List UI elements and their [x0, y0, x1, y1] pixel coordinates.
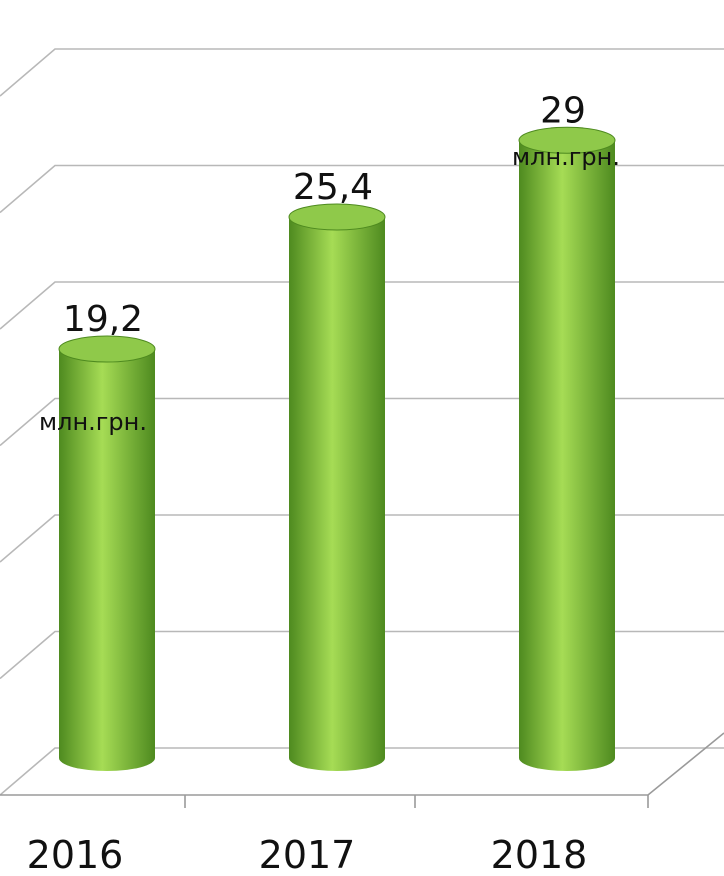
value-label-2017: 25,4: [293, 167, 373, 208]
gridline: [0, 397, 724, 447]
bar-2017: [288, 203, 386, 772]
x-axis: [0, 732, 724, 808]
bar-2018: [518, 126, 616, 772]
x-tick-label-2016: 2016: [27, 833, 124, 876]
unit-label-2018: млн.грн.: [512, 143, 620, 171]
bar-body: [59, 349, 155, 771]
bar-top: [518, 126, 616, 154]
gridline: [0, 630, 724, 680]
gridline: [0, 281, 724, 330]
bar-body: [519, 140, 615, 772]
bar-top: [58, 335, 156, 363]
value-label-2018: 29: [540, 90, 586, 131]
gridline: [0, 747, 724, 796]
value-label-2016: 19,2: [63, 299, 143, 340]
data-labels: 19,2 млн.грн. 2016 25,4 2017 29 млн.грн. 2018: [27, 90, 620, 876]
bar-top: [288, 203, 386, 231]
x-tick-label-2017: 2017: [259, 833, 356, 876]
bar-body: [289, 216, 385, 772]
gridline: [0, 514, 724, 563]
gridlines: [0, 48, 724, 796]
bar-2016: [58, 335, 156, 771]
bars: [58, 126, 616, 772]
x-tick-label-2018: 2018: [491, 833, 588, 876]
unit-label-2016: млн.грн.: [39, 408, 147, 436]
gridline: [0, 48, 724, 97]
gridline: [0, 164, 724, 214]
